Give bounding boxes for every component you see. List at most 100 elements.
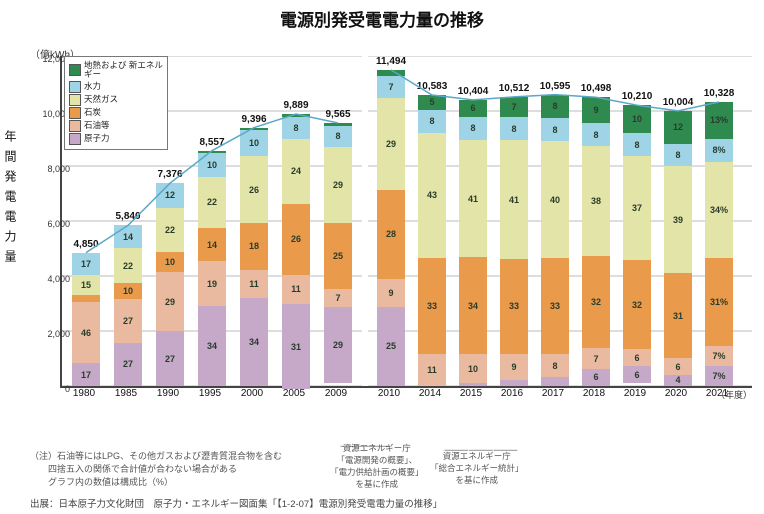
sub-note-1: 資源エネルギー庁 「電源開発の概要」、 「電力供給計画の概要」 を基に作成	[330, 442, 424, 490]
y-tick-label: 4,000	[36, 274, 70, 284]
bar-segment-hydro: 10	[198, 153, 226, 177]
bar-segment-coal: 33	[541, 258, 569, 354]
x-tick-label: 2010	[375, 388, 403, 399]
legend-item: 水力	[69, 81, 163, 93]
legend-item: 原子力	[69, 133, 163, 145]
bar-total-label: 11,494	[373, 56, 409, 67]
bar-segment-gas: 41	[459, 140, 487, 257]
segment-label: 9	[500, 362, 528, 372]
segment-label: 12	[156, 190, 184, 200]
bar-segment-gas: 29	[324, 147, 352, 223]
bar-total-label: 5,840	[110, 211, 146, 222]
bar-segment-hydro: 8	[623, 133, 651, 155]
bar-segment-gas: 43	[418, 133, 446, 258]
segment-label: 33	[541, 301, 569, 311]
segment-label: 10	[459, 364, 487, 374]
bar: 4,85017154617	[72, 253, 100, 386]
bar-segment-oil: 29	[156, 272, 184, 331]
segment-label: 7%	[705, 351, 733, 361]
bar-segment-gas: 38	[582, 146, 610, 256]
bar-segment-coal: 26	[282, 204, 310, 275]
segment-label: 7	[377, 82, 405, 92]
bar-total-label: 4,850	[68, 239, 104, 250]
bar: 11,49472928925	[377, 70, 405, 386]
segment-label: 8	[664, 150, 692, 160]
bar-segment-oil: 9	[377, 279, 405, 307]
bar-segment-coal: 34	[459, 257, 487, 354]
segment-label: 39	[664, 215, 692, 225]
bar-segment-hydro: 8	[541, 118, 569, 141]
bar-segment-coal: 10	[114, 283, 142, 299]
segment-label: 7	[324, 293, 352, 303]
bar: 10,40468413410	[459, 100, 487, 386]
bar-segment-gas: 22	[198, 177, 226, 229]
bar-segment-gas: 26	[240, 156, 268, 223]
bar-segment-hydro: 8	[459, 117, 487, 140]
segment-label: 4	[664, 375, 692, 385]
sub-note-2: 資源エネルギー庁 「総合エネルギー統計」 を基に作成	[430, 450, 524, 486]
bar-segment-nuclear: 34	[198, 306, 226, 386]
bar-total-label: 10,404	[455, 86, 491, 97]
segment-label: 29	[377, 139, 405, 149]
segment-label: 10	[114, 286, 142, 296]
bar-segment-renew: 8	[541, 95, 569, 118]
bar-segment-coal: 32	[623, 260, 651, 350]
bar: 8,5571022141934	[198, 151, 226, 386]
bar-total-label: 10,595	[537, 81, 573, 92]
bar: 10,004128393164	[664, 111, 692, 386]
bar-segment-coal: 33	[500, 259, 528, 354]
bar: 9,889824261131	[282, 114, 310, 386]
x-tick-label: 1990	[154, 388, 182, 399]
legend-item: 石油等	[69, 120, 163, 132]
bar-total-label: 10,210	[619, 91, 655, 102]
segment-label: 6	[459, 103, 487, 113]
y-tick-label: 8,000	[36, 164, 70, 174]
bar-segment-renew: 7	[500, 97, 528, 117]
bar-segment-gas: 39	[664, 166, 692, 273]
segment-label: 8	[541, 101, 569, 111]
segment-label: 33	[418, 301, 446, 311]
bar-segment-hydro: 7	[377, 76, 405, 98]
chart-title: 電源別発受電電力量の推移	[0, 6, 764, 31]
segment-label: 14	[114, 232, 142, 242]
bar: 10,5958840338	[541, 95, 569, 386]
segment-label: 11	[418, 365, 446, 375]
segment-label: 26	[240, 185, 268, 195]
bar-segment-coal: 31	[664, 273, 692, 358]
bar-segment-oil: 7%	[705, 346, 733, 366]
x-tick-label: 1995	[196, 388, 224, 399]
x-tick-label: 2020	[662, 388, 690, 399]
bar-segment-hydro: 8	[582, 123, 610, 146]
legend-label: 石炭	[84, 108, 101, 117]
bar-segment-renew: 6	[459, 100, 487, 117]
bar-segment-renew: 5	[418, 95, 446, 110]
bar: 10,49898383276	[582, 97, 610, 386]
bar-segment-oil: 8	[541, 354, 569, 377]
bar-segment-coal: 25	[324, 223, 352, 289]
y-tick-label: 0	[36, 384, 70, 394]
segment-label: 8	[623, 140, 651, 150]
bar-segment-nuclear: 34	[240, 298, 268, 386]
bar-segment-coal: 28	[377, 190, 405, 279]
x-tick-label: 2016	[498, 388, 526, 399]
segment-label: 32	[623, 300, 651, 310]
bar-segment-nuclear: 29	[324, 307, 352, 383]
bar-segment-oil: 7	[324, 289, 352, 307]
bar-segment-gas: 24	[282, 139, 310, 204]
bar-segment-nuclear	[459, 383, 487, 386]
x-tick-label: 2015	[457, 388, 485, 399]
bar-total-label: 9,565	[320, 109, 356, 120]
segment-label: 8	[541, 125, 569, 135]
segment-label: 29	[324, 180, 352, 190]
bar: 5,8401422102727	[114, 225, 142, 386]
bar-total-label: 10,583	[414, 81, 450, 92]
legend-label: 天然ガス	[84, 95, 118, 104]
bar-segment-hydro: 8	[418, 110, 446, 133]
segment-label: 34	[240, 337, 268, 347]
segment-label: 24	[282, 166, 310, 176]
x-tick-label: 1985	[112, 388, 140, 399]
segment-label: 33	[500, 301, 528, 311]
bar-segment-nuclear: 6	[582, 369, 610, 386]
x-tick-label: 2018	[580, 388, 608, 399]
x-tick-label: 1980	[70, 388, 98, 399]
